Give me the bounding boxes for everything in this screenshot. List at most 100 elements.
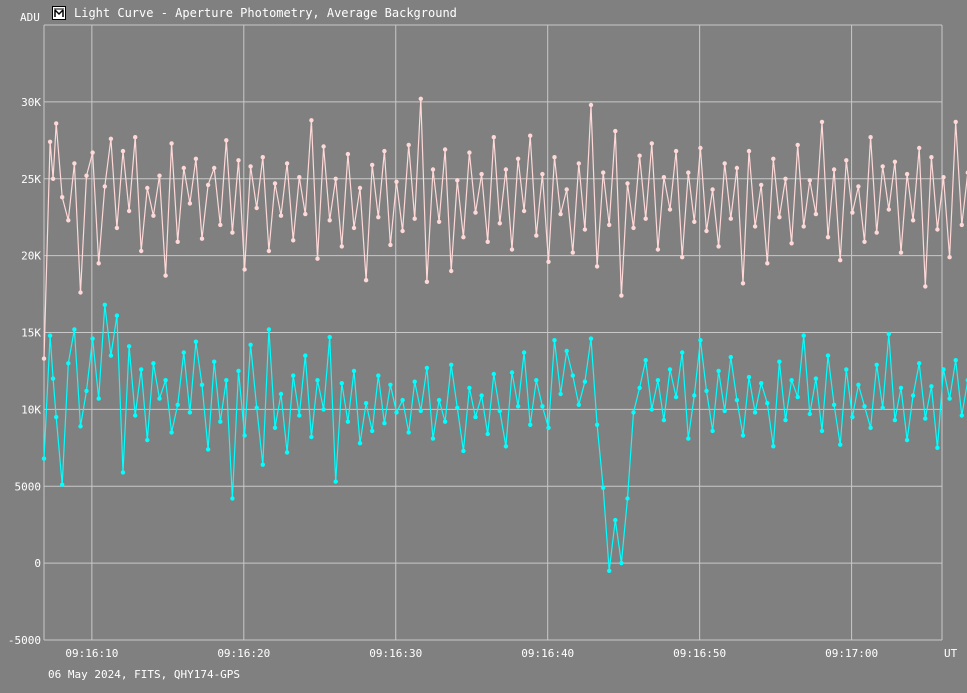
data-point [303,211,308,217]
data-point [746,374,752,380]
data-point [163,378,168,383]
data-point [722,408,727,414]
data-point [801,333,806,338]
data-point [935,227,940,232]
data-point [449,362,454,367]
data-point [50,176,56,181]
data-point [339,244,344,249]
data-point [218,419,223,424]
data-point [898,385,904,391]
data-point [953,119,958,125]
data-point [54,414,59,420]
data-point [759,381,764,386]
data-point [145,437,150,443]
data-point [66,218,71,223]
x-tick-label: 09:16:10 [65,647,118,660]
data-point [175,239,180,244]
data-point [649,141,654,146]
data-point [813,211,819,217]
data-point [765,401,770,406]
data-point [564,348,569,354]
light-curve-app-icon[interactable] [52,6,66,20]
data-point [521,208,527,214]
data-point [78,424,83,429]
data-point [941,367,946,372]
data-point [96,396,101,401]
x-tick-label: 09:16:20 [217,647,270,660]
data-point [874,362,879,367]
data-point [619,293,624,298]
title-bar: Light Curve - Aperture Photometry, Avera… [52,4,457,22]
data-point [540,171,545,177]
data-point [60,482,65,487]
data-point [868,425,873,430]
data-point [394,410,399,415]
data-point [309,434,314,440]
data-point [819,428,825,434]
data-point [236,158,241,163]
data-point [291,238,296,243]
data-point [78,290,83,295]
data-point [193,339,199,344]
data-point [783,417,788,423]
data-point [260,155,265,160]
data-point [114,313,120,318]
data-point [473,414,478,420]
data-point [813,376,819,381]
data-point [370,428,375,434]
data-point [479,171,484,177]
data-point [904,437,910,443]
data-point [50,376,56,381]
data-point [297,175,302,180]
data-point [47,139,53,144]
data-point [868,135,873,140]
data-point [418,408,423,414]
data-point [400,228,405,234]
data-point [625,181,630,186]
data-point [41,356,47,361]
y-tick-label: 5000 [15,480,42,493]
footer-info: 06 May 2024, FITS, QHY174-GPS [48,668,241,681]
data-point [370,162,375,168]
data-point [746,148,752,154]
data-point [886,207,891,212]
data-point [947,255,952,260]
data-point [759,182,764,188]
data-point [686,436,691,441]
data-point [704,388,709,394]
data-point [619,560,624,566]
data-point [102,302,108,307]
data-point [363,278,369,283]
data-point [260,462,265,467]
data-point [680,255,685,260]
data-point [193,156,199,161]
data-point [552,338,557,343]
data-point [212,359,217,364]
data-point [558,211,563,217]
data-point [272,425,278,430]
data-point [850,210,855,215]
data-point [72,327,77,332]
data-point [643,216,648,221]
data-point [910,218,916,223]
x-tick-label: 09:16:40 [521,647,574,660]
data-point [345,419,351,424]
data-point [72,161,77,166]
data-point [752,410,758,415]
y-tick-label: 0 [34,557,41,570]
data-point [139,367,144,372]
y-tick-label: 10K [21,403,41,416]
data-point [351,368,357,374]
data-point [473,210,478,215]
data-point [205,182,211,188]
data-point [254,205,259,211]
data-point [497,221,502,226]
data-point [291,373,296,378]
data-point [491,135,496,140]
data-point [661,417,667,423]
data-point [856,382,861,387]
data-point [534,233,539,238]
data-point [388,242,393,248]
data-point [819,119,825,125]
data-point [825,235,831,240]
